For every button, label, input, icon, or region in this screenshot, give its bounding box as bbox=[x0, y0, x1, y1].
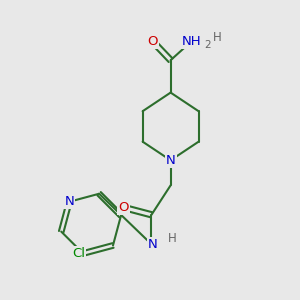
Text: O: O bbox=[147, 34, 158, 48]
Text: N: N bbox=[64, 195, 74, 208]
Text: H: H bbox=[168, 232, 177, 245]
Text: N: N bbox=[166, 154, 176, 167]
Text: O: O bbox=[118, 201, 129, 214]
Text: NH: NH bbox=[182, 34, 202, 48]
Text: Cl: Cl bbox=[72, 247, 85, 260]
Text: N: N bbox=[148, 238, 158, 251]
Text: 2: 2 bbox=[204, 40, 210, 50]
Text: H: H bbox=[212, 31, 221, 44]
